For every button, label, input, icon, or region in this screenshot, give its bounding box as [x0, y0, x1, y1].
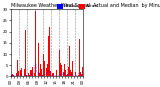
Text: Actual: Actual [85, 4, 98, 8]
FancyBboxPatch shape [79, 4, 85, 9]
FancyBboxPatch shape [57, 4, 63, 9]
Text: Milwaukee Weather Wind Speed  Actual and Median  by Minute  (24 Hours) (Old): Milwaukee Weather Wind Speed Actual and … [11, 3, 160, 8]
Text: Median: Median [64, 4, 79, 8]
